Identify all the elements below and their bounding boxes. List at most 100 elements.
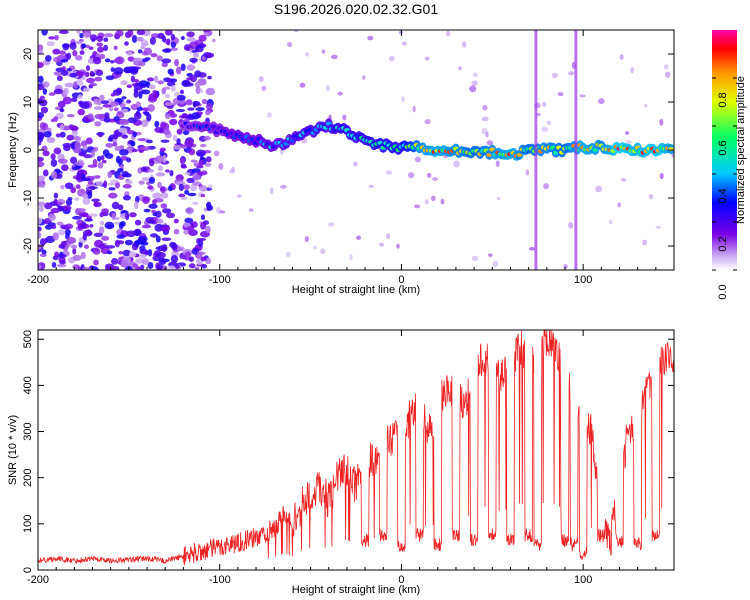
heatmap-noise-blob — [124, 239, 133, 246]
heatmap-noise-blob — [160, 186, 166, 193]
heatmap-noise-blob — [103, 37, 109, 43]
heatmap-noise-blob — [211, 38, 216, 43]
heatmap-noise-blob — [280, 184, 287, 189]
heatmap-noise-blob — [401, 96, 405, 102]
heatmap-noise-blob — [119, 148, 129, 156]
heatmap-noise-blob — [56, 263, 67, 268]
colorbar-tick-label: 0.6 — [717, 140, 729, 155]
heatmap-noise-blob — [185, 99, 193, 106]
heatmap-noise-blob — [461, 41, 467, 48]
heatmap-noise-blob — [85, 77, 96, 84]
heatmap-noise-blob — [379, 242, 384, 247]
heatmap-noise-blob — [161, 244, 168, 252]
heatmap-ridge-cell — [667, 147, 674, 152]
heatmap-noise-blob — [111, 201, 120, 210]
heatmap-noise-blob — [104, 221, 115, 230]
heatmap-noise-blob — [154, 120, 160, 128]
heatmap-noise-blob — [197, 237, 207, 241]
heatmap-noise-blob — [208, 184, 213, 189]
heatmap-noise-blob — [48, 213, 56, 221]
heatmap-noise-blob — [40, 106, 49, 114]
heatmap-noise-blob — [293, 30, 299, 33]
heatmap-noise-blob — [56, 75, 63, 82]
heatmap-noise-blob — [127, 117, 137, 124]
heatmap-noise-blob — [546, 120, 552, 125]
x-tick-label: -100 — [209, 574, 231, 586]
heatmap-noise-blob — [58, 244, 66, 249]
heatmap-noise-blob — [150, 53, 158, 58]
heatmap-noise-blob — [219, 210, 226, 214]
heatmap-noise-blob — [99, 53, 106, 60]
heatmap-noise-blob — [87, 164, 98, 168]
heatmap-noise-blob — [178, 183, 184, 192]
heatmap-noise-blob — [440, 198, 445, 205]
heatmap-noise-blob — [69, 72, 78, 78]
heatmap-noise-blob — [93, 259, 99, 266]
heatmap-noise-blob — [86, 191, 93, 199]
colorbar-tick-label: 0.8 — [717, 92, 729, 107]
heatmap-noise-blob — [114, 181, 121, 189]
heatmap-noise-blob — [469, 85, 477, 93]
heatmap-noise-blob — [299, 82, 306, 88]
heatmap-noise-blob — [110, 93, 116, 97]
heatmap-noise-blob — [115, 30, 124, 37]
heatmap-noise-blob — [81, 221, 87, 229]
heatmap-noise-blob — [54, 251, 60, 258]
heatmap-noise-blob — [497, 196, 501, 201]
heatmap-noise-blob — [118, 251, 123, 255]
heatmap-noise-blob — [161, 58, 172, 64]
heatmap-y-label: Frequency (Hz) — [7, 112, 19, 188]
heatmap-noise-blob — [129, 212, 137, 218]
heatmap-noise-blob — [39, 122, 47, 130]
heatmap-noise-blob — [195, 107, 205, 112]
heatmap-noise-blob — [164, 30, 173, 36]
heatmap-noise-blob — [38, 50, 44, 55]
heatmap-noise-blob — [85, 44, 91, 49]
heatmap-noise-blob — [71, 135, 81, 141]
heatmap-noise-blob — [117, 204, 124, 211]
heatmap-noise-blob — [61, 43, 71, 48]
heatmap-noise-blob — [644, 104, 648, 108]
heatmap-noise-blob — [320, 248, 326, 255]
heatmap-noise-blob — [155, 210, 162, 218]
heatmap-noise-blob — [79, 101, 90, 110]
heatmap-noise-blob — [551, 72, 559, 79]
heatmap-noise-blob — [164, 113, 171, 120]
heatmap-noise-blob — [75, 55, 83, 61]
heatmap-noise-blob — [168, 265, 176, 270]
heatmap-noise-blob — [106, 250, 113, 255]
colorbar-gradient — [712, 30, 737, 270]
heatmap-noise-blob — [50, 153, 56, 160]
heatmap-noise-blob — [82, 266, 92, 270]
heatmap-noise-blob — [116, 234, 126, 239]
heatmap-noise-blob — [95, 69, 104, 77]
heatmap-noise-blob — [105, 75, 115, 81]
heatmap-noise-blob — [78, 152, 86, 157]
heatmap-noise-blob — [197, 171, 203, 176]
heatmap-noise-blob — [180, 163, 187, 168]
heatmap-noise-blob — [53, 71, 63, 76]
heatmap-noise-blob — [80, 251, 86, 260]
heatmap-noise-blob — [53, 147, 62, 155]
heatmap-noise-blob — [287, 41, 293, 48]
heatmap-noise-blob — [38, 99, 48, 107]
heatmap-noise-blob — [152, 192, 162, 200]
heatmap-x-label: Height of straight line (km) — [292, 284, 420, 296]
heatmap-noise-blob — [81, 43, 87, 49]
heatmap-noise-blob — [38, 156, 44, 162]
heatmap-noise-blob — [108, 187, 116, 191]
heatmap-noise-blob — [38, 44, 44, 52]
heatmap-noise-blob — [76, 208, 86, 213]
heatmap-noise-blob — [125, 212, 130, 221]
heatmap-noise-blob — [50, 224, 57, 230]
heatmap-noise-blob — [78, 241, 83, 248]
heatmap-noise-blob — [72, 81, 78, 89]
heatmap-noise-blob — [129, 66, 139, 74]
snr-panel: -200 -100 0 100 0 100 200 300 400 500 Height of … — [7, 329, 675, 596]
heatmap-noise-blob — [160, 225, 171, 232]
heatmap-noise-blob — [258, 76, 264, 82]
heatmap-noise-blob — [105, 143, 114, 148]
heatmap-noise-blob — [80, 213, 89, 217]
heatmap-noise-blob — [141, 177, 151, 182]
heatmap-noise-blob — [57, 229, 66, 236]
